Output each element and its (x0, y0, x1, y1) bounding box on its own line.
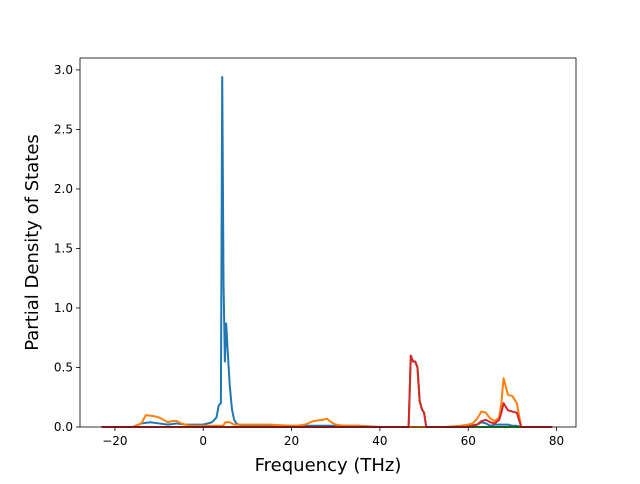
y-tick-label: 1.5 (54, 241, 73, 255)
y-axis-label: Partial Density of States (22, 134, 43, 351)
x-axis-ticks: −20 0 20 40 60 80 (102, 427, 564, 448)
x-tick-label: 40 (372, 434, 387, 448)
x-tick-label: 0 (199, 434, 207, 448)
x-tick-label: −20 (102, 434, 127, 448)
y-tick-label: 1.0 (54, 301, 73, 315)
y-tick-label: 2.5 (54, 122, 73, 136)
plot-frame (79, 57, 577, 428)
y-tick-label: 0.5 (54, 360, 73, 374)
series-line-4 (101, 354, 553, 428)
x-tick-label: 80 (549, 434, 564, 448)
y-tick-label: 3.0 (54, 63, 73, 77)
x-tick-label: 20 (284, 434, 299, 448)
x-axis-label: Frequency (THz) (255, 455, 402, 476)
y-tick-label: 2.0 (54, 182, 73, 196)
y-tick-label: 0.0 (54, 420, 73, 434)
y-axis-ticks: 0.0 0.5 1.0 1.5 2.0 2.5 3.0 (54, 63, 80, 434)
x-tick-label: 60 (461, 434, 476, 448)
series-line-2 (101, 377, 553, 428)
